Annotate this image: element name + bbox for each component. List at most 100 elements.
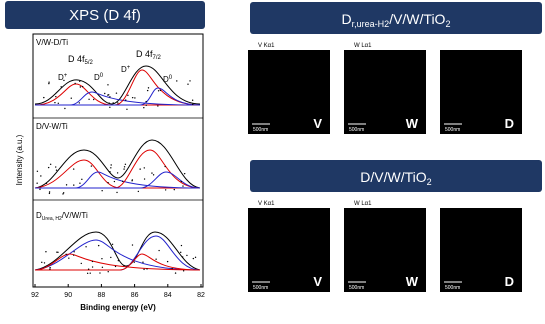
raw-point [142,261,144,263]
peak-sub: 7/2 [153,55,162,61]
raw-point [60,86,62,88]
raw-point [64,107,66,110]
species-main: D [163,75,169,84]
envelope [34,139,201,189]
component [35,87,201,106]
xps-banner [5,1,205,29]
raw-point [182,270,185,272]
title-part: r,urea-H2 [352,19,390,29]
raw-point [186,254,188,257]
raw-point [91,260,94,263]
scale-label: 500nm [253,127,268,133]
raw-point [180,180,182,183]
raw-point [187,83,189,85]
raw-point [48,82,50,85]
component [34,83,200,106]
raw-point [81,178,83,181]
species-main: D [121,65,127,74]
raw-point [97,244,100,247]
raw-point [74,82,76,85]
raw-point [151,172,153,174]
raw-point [78,102,81,104]
peak-sub: 5/2 [85,60,94,66]
raw-point [86,272,89,275]
element-letter: D [505,116,514,131]
x-tick-label: 92 [31,292,39,299]
raw-point [36,182,38,184]
scale-label: 500nm [349,285,364,291]
title-part: /V/W/TiO [389,11,445,27]
raw-point [107,271,109,273]
panel-label: V/W-D/Ti [36,38,68,47]
raw-point [48,81,50,83]
raw-point [189,80,191,82]
raw-point [79,86,82,88]
raw-point [124,163,127,166]
map-title: D/V/W/TiO2 [360,169,431,187]
raw-point [87,268,90,270]
envelope [34,65,201,105]
x-axis-label: Binding energy (eV) [80,303,156,312]
raw-point [43,96,45,99]
x-ticks: 92 90 88 86 84 82 [31,284,205,299]
raw-point [79,182,81,184]
label-rest: /V/W/Ti [62,211,88,220]
scale-label: 500nm [445,285,460,291]
label-main: D [36,211,42,220]
raw-point [152,174,155,176]
x-tick-label: 84 [164,292,172,299]
raw-point [123,168,125,170]
element-label: V Kα1 [258,43,275,49]
raw-point [123,166,126,168]
raw-point [117,102,119,104]
raw-point [192,103,194,106]
peak-label: D 4f5/2 [68,54,94,66]
spectrum-1 [34,65,201,106]
component [34,159,200,189]
raw-point [72,168,75,170]
raw-point [45,182,48,185]
element-signal [254,58,324,126]
raw-point [81,85,84,88]
element-letter: D [505,274,514,289]
raw-point [157,90,160,92]
spectrum-2 [34,139,201,189]
raw-point [112,102,114,104]
raw-point [146,268,148,270]
raw-point [143,178,146,180]
raw-point [107,181,109,184]
raw-point [164,189,167,191]
raw-point [143,167,145,169]
raw-point [85,246,87,248]
raw-point [92,98,95,101]
title-part: 2 [427,177,432,187]
raw-point [158,249,160,252]
raw-point [114,265,117,268]
raw-point [109,106,111,108]
raw-point [194,256,197,259]
species-label: D+ [121,65,131,74]
raw-point [183,172,186,175]
panel-label: DUrea, H2/V/W/Ti [36,211,88,222]
raw-point [49,266,51,269]
raw-point [110,256,112,259]
raw-point [180,244,183,247]
raw-point [159,89,162,92]
component [34,253,201,271]
scale-label: 500nm [349,127,364,133]
raw-point [104,92,106,95]
scale-label: 500nm [253,285,268,291]
raw-point [192,257,195,260]
raw-point [107,84,109,86]
xps-title: XPS (D 4f) [69,7,141,24]
raw-point [73,254,75,256]
element-letter: W [406,274,419,289]
raw-point [80,262,82,265]
raw-point [182,185,184,187]
y-axis-label: Intensity (a.u.) [15,134,24,185]
raw-point [63,79,65,82]
raw-point [143,268,145,271]
raw-point [116,191,118,194]
raw-point [113,180,116,183]
